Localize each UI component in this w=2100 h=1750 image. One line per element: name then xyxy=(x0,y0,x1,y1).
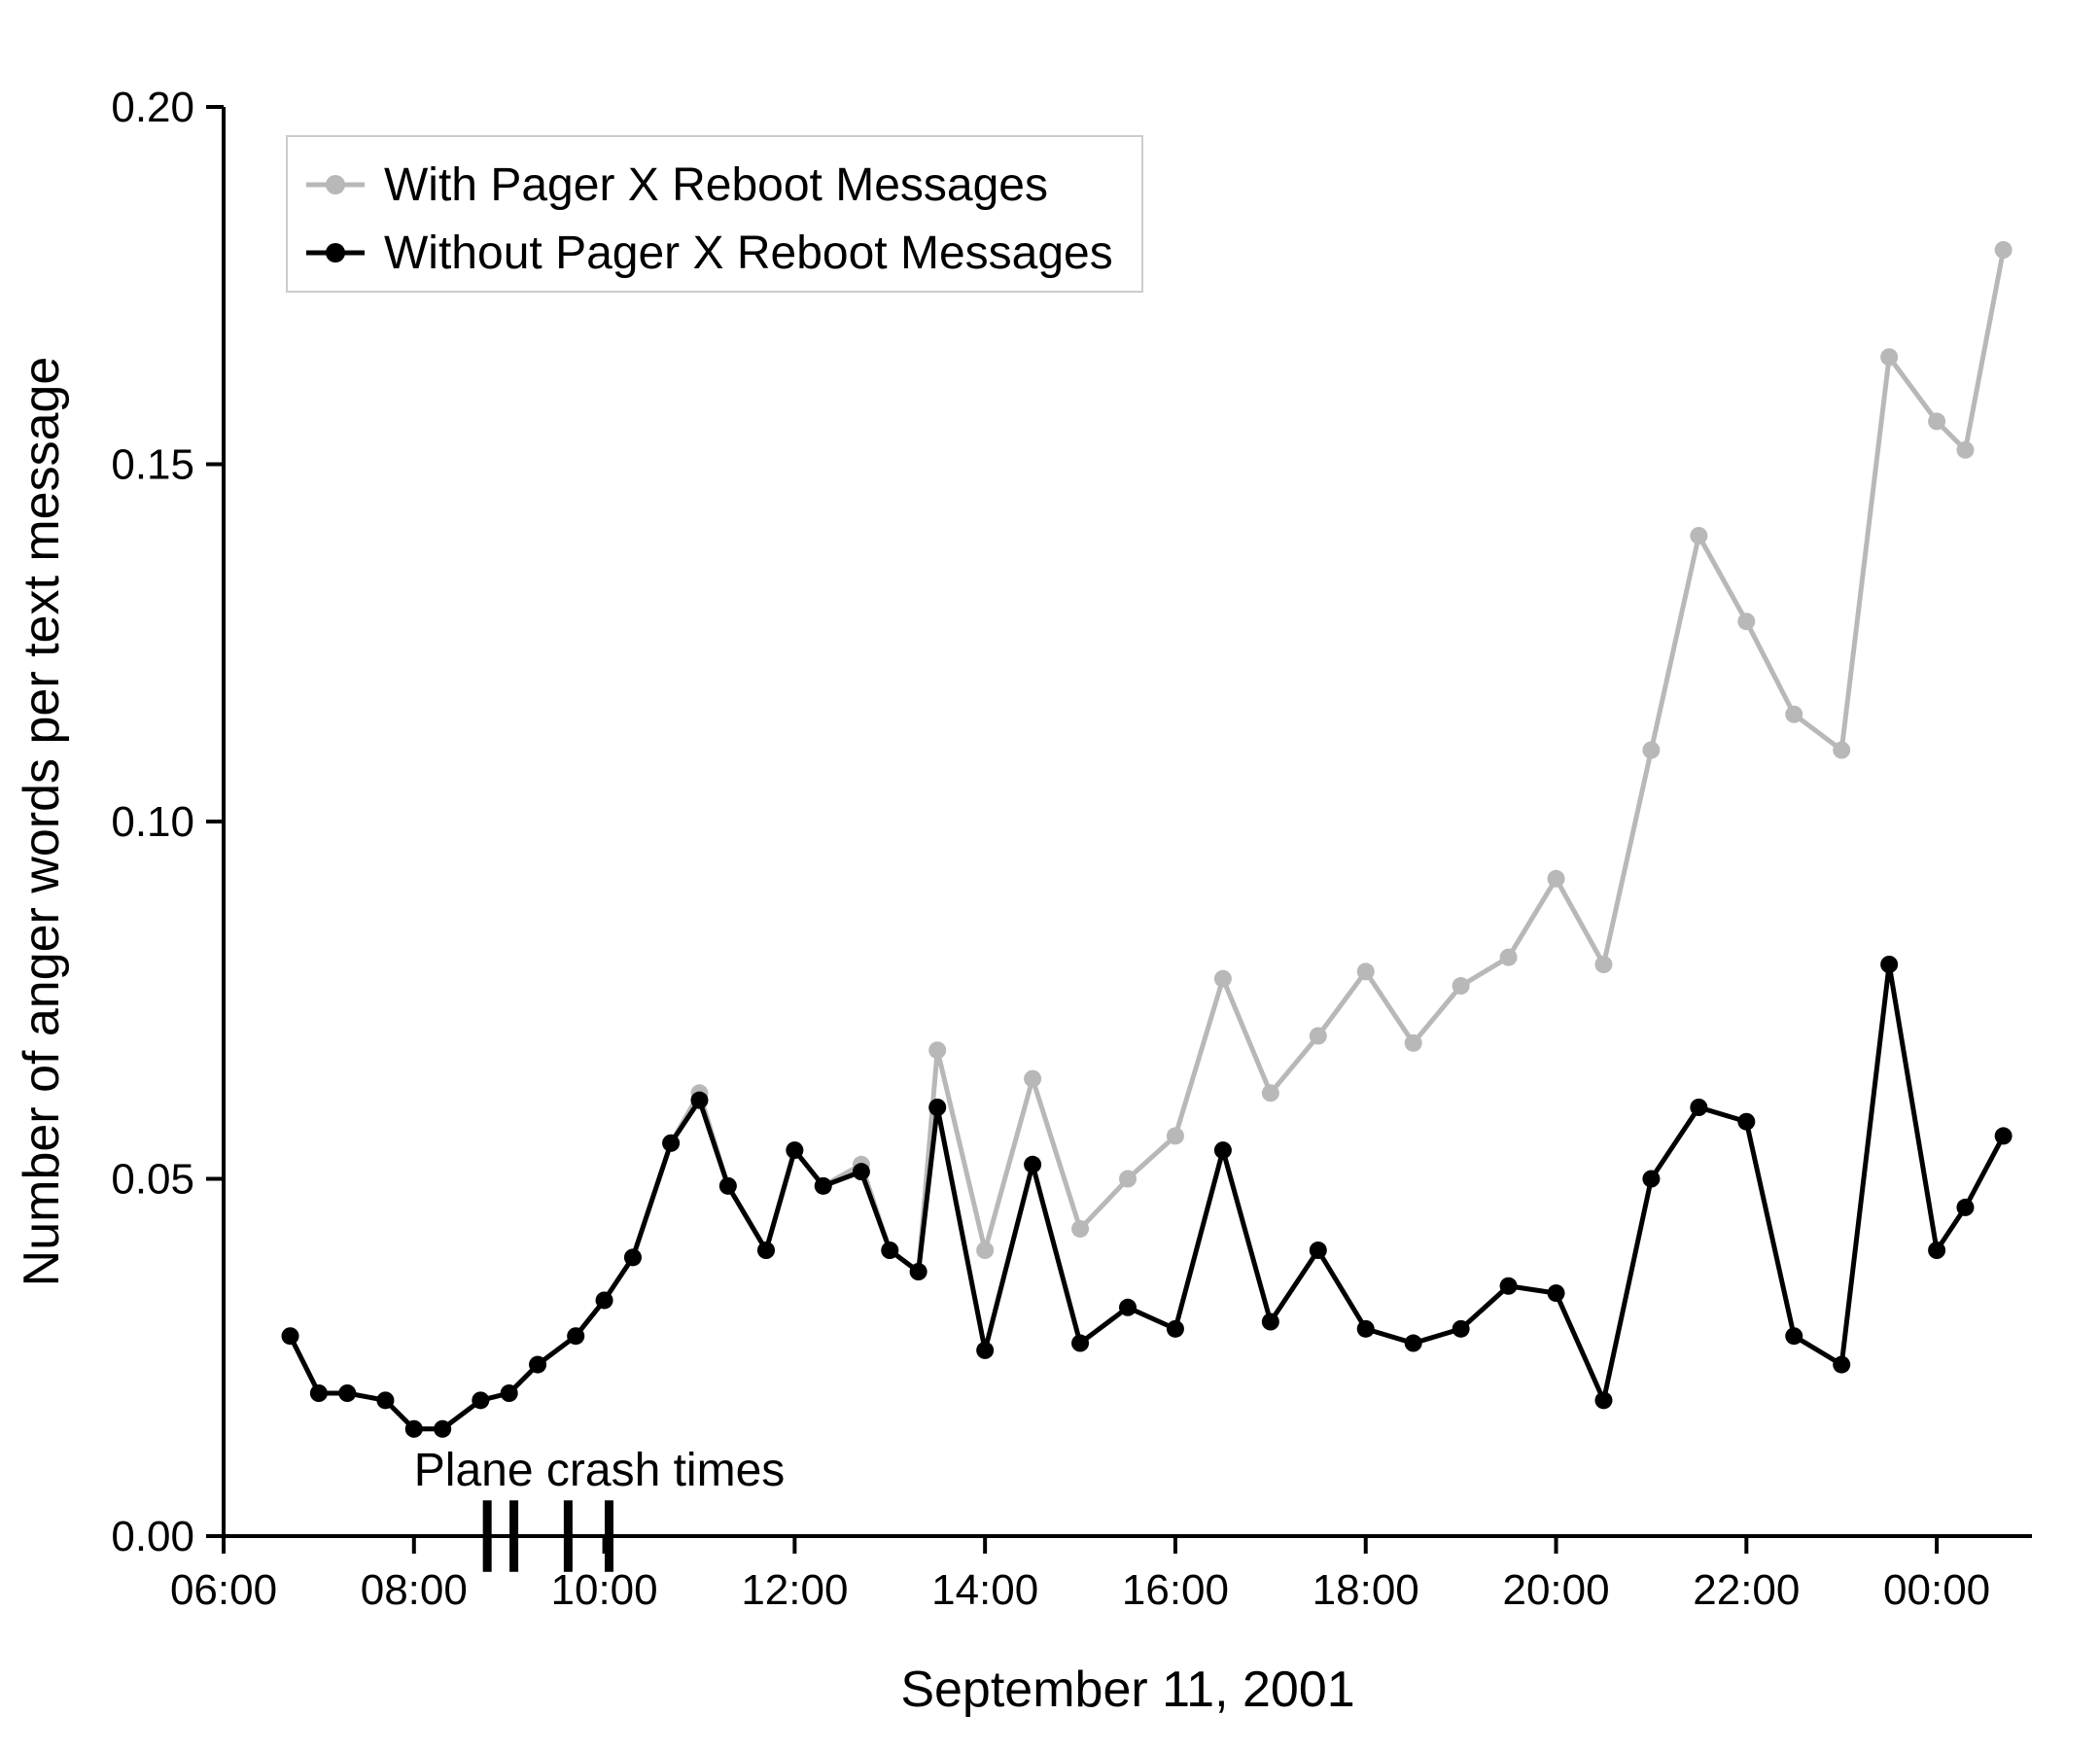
series-marker-1 xyxy=(1024,1156,1041,1173)
series-marker-1 xyxy=(881,1242,898,1259)
x-tick-label: 12:00 xyxy=(741,1566,848,1614)
series-marker-1 xyxy=(1690,1099,1707,1116)
series-marker-1 xyxy=(1071,1335,1089,1352)
series-marker-0 xyxy=(1024,1070,1041,1088)
series-marker-0 xyxy=(1690,527,1707,544)
y-axis-title: Number of anger words per text message xyxy=(14,357,70,1287)
series-marker-1 xyxy=(1310,1242,1327,1259)
series-marker-0 xyxy=(1405,1034,1422,1052)
x-tick-label: 10:00 xyxy=(551,1566,658,1614)
y-tick-label: 0.15 xyxy=(111,441,194,489)
series-marker-1 xyxy=(376,1391,394,1409)
x-tick-label: 20:00 xyxy=(1502,1566,1609,1614)
series-marker-1 xyxy=(1956,1199,1974,1216)
series-marker-0 xyxy=(1214,970,1232,988)
series-marker-1 xyxy=(662,1135,680,1152)
legend-label: With Pager X Reboot Messages xyxy=(384,159,1048,211)
series-marker-1 xyxy=(338,1384,356,1402)
y-tick-label: 0.05 xyxy=(111,1156,194,1204)
series-marker-1 xyxy=(434,1420,451,1438)
series-marker-1 xyxy=(910,1263,928,1280)
series-marker-0 xyxy=(1071,1220,1089,1238)
series-marker-1 xyxy=(1928,1242,1945,1259)
series-marker-0 xyxy=(976,1242,994,1259)
series-marker-1 xyxy=(815,1177,832,1195)
y-tick-label: 0.10 xyxy=(111,798,194,846)
series-marker-0 xyxy=(1594,956,1612,973)
x-tick-label: 08:00 xyxy=(361,1566,468,1614)
chart-container: 06:00 08:00 10:00 12:00 14:00 16:00 18:00 20:00… xyxy=(0,0,2100,1750)
series-line-1 xyxy=(291,964,2004,1429)
series-marker-1 xyxy=(1548,1284,1565,1302)
series-marker-0 xyxy=(1262,1084,1279,1102)
series-marker-1 xyxy=(1167,1320,1184,1338)
series-marker-0 xyxy=(1642,742,1660,759)
series-marker-1 xyxy=(928,1099,946,1116)
series-marker-1 xyxy=(405,1420,423,1438)
x-tick-label: 14:00 xyxy=(931,1566,1038,1614)
line-chart: 06:00 08:00 10:00 12:00 14:00 16:00 18:00 20:00… xyxy=(0,0,2100,1750)
y-tick-label: 0.00 xyxy=(111,1513,194,1560)
series-marker-0 xyxy=(1737,612,1755,630)
series-marker-1 xyxy=(1785,1327,1802,1345)
series-marker-1 xyxy=(1737,1113,1755,1131)
series-marker-1 xyxy=(1119,1299,1137,1316)
series-marker-1 xyxy=(1357,1320,1375,1338)
series-marker-0 xyxy=(1928,412,1945,430)
series-marker-1 xyxy=(1262,1313,1279,1331)
y-tick-label: 0.20 xyxy=(111,84,194,131)
series-marker-1 xyxy=(1995,1127,2012,1144)
series-line-0 xyxy=(291,250,2004,1429)
series-marker-1 xyxy=(1405,1335,1422,1352)
x-tick-label: 16:00 xyxy=(1122,1566,1229,1614)
series-marker-1 xyxy=(282,1327,299,1345)
series-marker-0 xyxy=(928,1041,946,1059)
series-marker-1 xyxy=(1594,1391,1612,1409)
series-marker-0 xyxy=(1785,706,1802,723)
series-marker-1 xyxy=(719,1177,737,1195)
series-marker-0 xyxy=(1357,962,1375,980)
series-marker-0 xyxy=(1452,977,1470,995)
series-marker-1 xyxy=(757,1242,775,1259)
series-marker-0 xyxy=(1119,1171,1137,1188)
series-marker-1 xyxy=(786,1141,803,1159)
series-marker-1 xyxy=(1500,1278,1518,1295)
series-marker-1 xyxy=(976,1342,994,1359)
series-marker-1 xyxy=(567,1327,584,1345)
series-marker-0 xyxy=(1548,870,1565,888)
series-marker-0 xyxy=(1833,742,1850,759)
series-marker-0 xyxy=(1995,241,2012,259)
legend-label: Without Pager X Reboot Messages xyxy=(384,228,1113,279)
series-marker-1 xyxy=(529,1356,546,1374)
series-marker-1 xyxy=(596,1291,613,1309)
series-marker-1 xyxy=(472,1391,489,1409)
series-marker-0 xyxy=(1880,348,1898,366)
series-marker-0 xyxy=(1956,441,1974,459)
series-marker-1 xyxy=(1642,1171,1660,1188)
series-marker-1 xyxy=(690,1092,708,1109)
series-marker-1 xyxy=(624,1248,642,1266)
x-tick-label: 22:00 xyxy=(1693,1566,1800,1614)
series-marker-1 xyxy=(853,1163,870,1180)
series-marker-0 xyxy=(1167,1127,1184,1144)
x-tick-label: 06:00 xyxy=(170,1566,277,1614)
series-marker-1 xyxy=(1452,1320,1470,1338)
x-tick-label: 00:00 xyxy=(1883,1566,1990,1614)
x-axis-title: September 11, 2001 xyxy=(900,1662,1354,1718)
legend-marker xyxy=(326,243,345,262)
series-marker-1 xyxy=(1880,956,1898,973)
legend-marker xyxy=(326,175,345,194)
series-marker-0 xyxy=(1500,949,1518,966)
series-marker-0 xyxy=(1310,1028,1327,1045)
series-marker-1 xyxy=(1833,1356,1850,1374)
x-tick-label: 18:00 xyxy=(1312,1566,1419,1614)
series-marker-1 xyxy=(1214,1141,1232,1159)
annotation-label: Plane crash times xyxy=(414,1445,785,1496)
series-marker-1 xyxy=(501,1384,518,1402)
series-marker-1 xyxy=(310,1384,328,1402)
